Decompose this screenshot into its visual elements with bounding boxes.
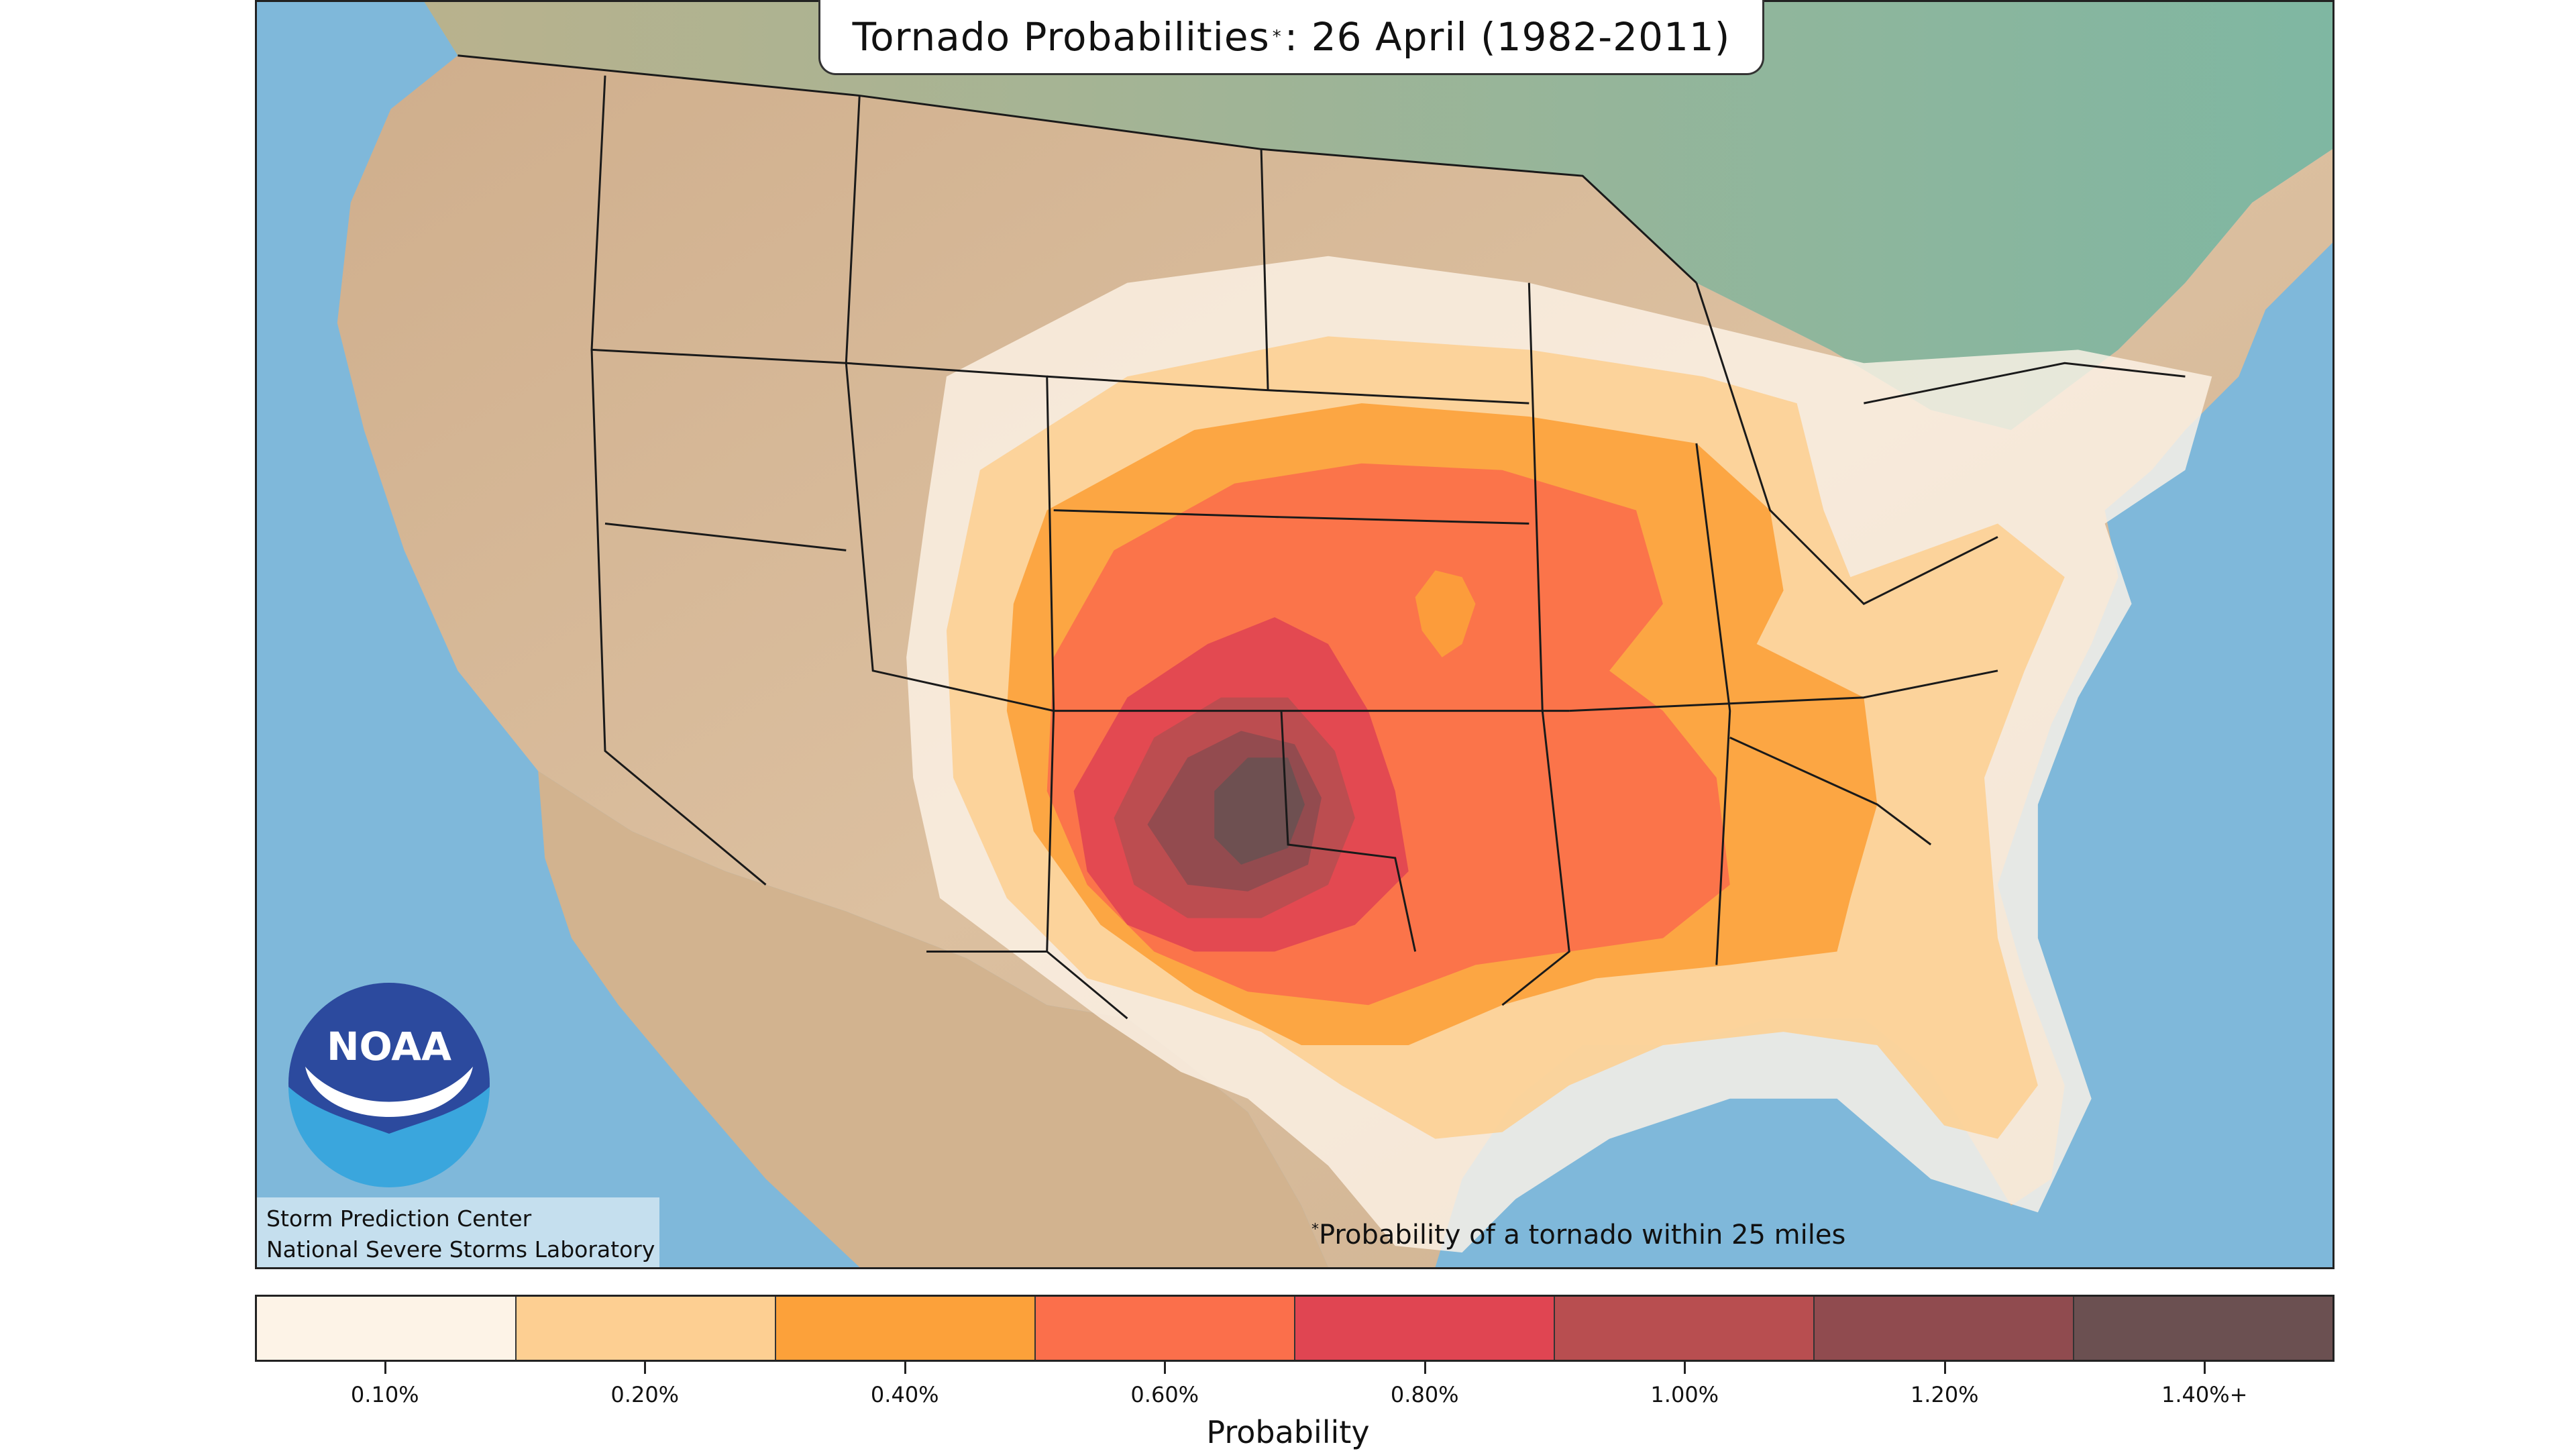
title-main: Tornado Probabilities xyxy=(852,13,1270,60)
probability-map xyxy=(257,2,2332,1267)
credit-nssl: National Severe Storms Laboratory xyxy=(266,1236,655,1262)
legend-tick-label: 1.20% xyxy=(1910,1382,1979,1407)
noaa-logo-text: NOAA xyxy=(327,1024,451,1069)
legend-axis-label: Probability xyxy=(1206,1414,1370,1450)
state-borders xyxy=(458,54,2186,1020)
legend-tick xyxy=(1424,1362,1426,1374)
legend-tick-label: 0.40% xyxy=(870,1382,939,1407)
legend-tick-label: 1.00% xyxy=(1650,1382,1719,1407)
legend-colorbar xyxy=(255,1295,2334,1362)
contour-hole xyxy=(1415,570,1476,657)
legend-tick xyxy=(1164,1362,1167,1374)
contour-1-40 xyxy=(1214,757,1305,865)
legend-tick-label: 0.80% xyxy=(1390,1382,1459,1407)
legend-tick xyxy=(644,1362,647,1374)
legend-tick-label: 0.10% xyxy=(350,1382,419,1407)
canada-land xyxy=(424,2,2332,430)
title-rest: : 26 April (1982-2011) xyxy=(1284,13,1731,60)
credit-spc: Storm Prediction Center xyxy=(266,1205,532,1232)
legend-tick-label: 0.20% xyxy=(610,1382,680,1407)
title-star: * xyxy=(1272,26,1282,47)
legend-tick-label: 1.40%+ xyxy=(2161,1382,2248,1407)
legend-swatch xyxy=(1036,1297,1295,1360)
legend-tick xyxy=(1684,1362,1686,1374)
map-panel xyxy=(255,0,2334,1269)
footnote: *Probability of a tornado within 25 mile… xyxy=(1311,1220,1845,1250)
legend-swatch xyxy=(257,1297,517,1360)
legend-swatch xyxy=(517,1297,776,1360)
legend-tick-label: 0.60% xyxy=(1130,1382,1199,1407)
legend-swatch xyxy=(776,1297,1036,1360)
legend-swatch xyxy=(1815,1297,2074,1360)
map-title: Tornado Probabilities *: 26 April (1982-2… xyxy=(818,0,1764,75)
legend-tick xyxy=(2204,1362,2206,1374)
legend-tick xyxy=(904,1362,906,1374)
legend-tick xyxy=(384,1362,386,1374)
legend-swatch xyxy=(1555,1297,1815,1360)
noaa-logo-icon: NOAA xyxy=(288,983,490,1187)
mexico-land xyxy=(538,771,1328,1267)
credit-box: Storm Prediction Center National Severe … xyxy=(257,1197,659,1267)
footnote-text: Probability of a tornado within 25 miles xyxy=(1319,1220,1846,1250)
legend-swatch xyxy=(2074,1297,2332,1360)
legend-swatch xyxy=(1295,1297,1555,1360)
legend-tick xyxy=(1943,1362,1946,1374)
footnote-star: * xyxy=(1311,1221,1319,1238)
